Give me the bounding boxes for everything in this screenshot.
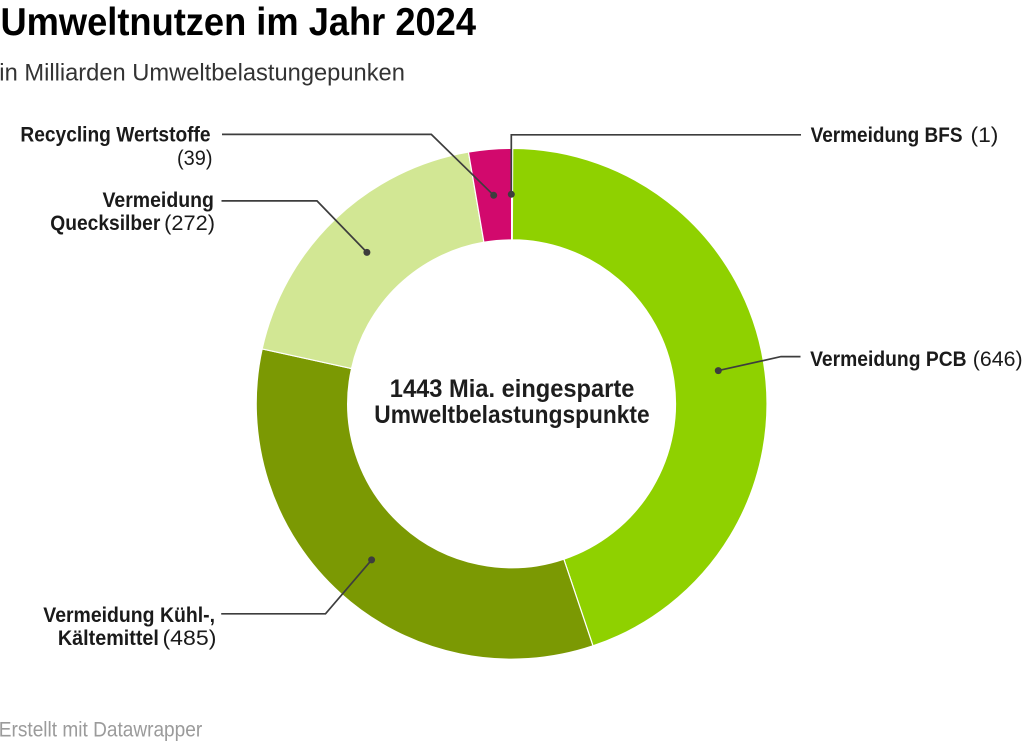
svg-text:(39): (39)	[177, 146, 213, 170]
svg-text:Recycling Wertstoffe: Recycling Wertstoffe	[20, 123, 210, 147]
svg-text:Kältemittel: Kältemittel	[58, 626, 159, 650]
svg-text:Umweltbelastungspunkte: Umweltbelastungspunkte	[374, 401, 649, 429]
svg-text:in Milliarden Umweltbelastunge: in Milliarden Umweltbelastungepunken	[0, 60, 405, 87]
svg-text:(485): (485)	[163, 626, 217, 650]
svg-text:Umweltnutzen im Jahr 2024: Umweltnutzen im Jahr 2024	[1, 1, 477, 44]
svg-text:Vermeidung PCB: Vermeidung PCB	[810, 347, 967, 371]
svg-text:1443 Mia. eingesparte: 1443 Mia. eingesparte	[390, 375, 635, 403]
svg-text:(646): (646)	[973, 347, 1023, 371]
svg-text:(272): (272)	[164, 211, 215, 235]
svg-text:(1): (1)	[971, 123, 999, 147]
svg-text:Vermeidung BFS: Vermeidung BFS	[811, 123, 963, 147]
svg-text:Vermeidung Kühl-,: Vermeidung Kühl-,	[43, 603, 215, 627]
svg-text:Erstellt mit Datawrapper: Erstellt mit Datawrapper	[0, 719, 202, 742]
svg-text:Quecksilber: Quecksilber	[50, 211, 161, 235]
svg-text:Vermeidung: Vermeidung	[103, 188, 214, 212]
